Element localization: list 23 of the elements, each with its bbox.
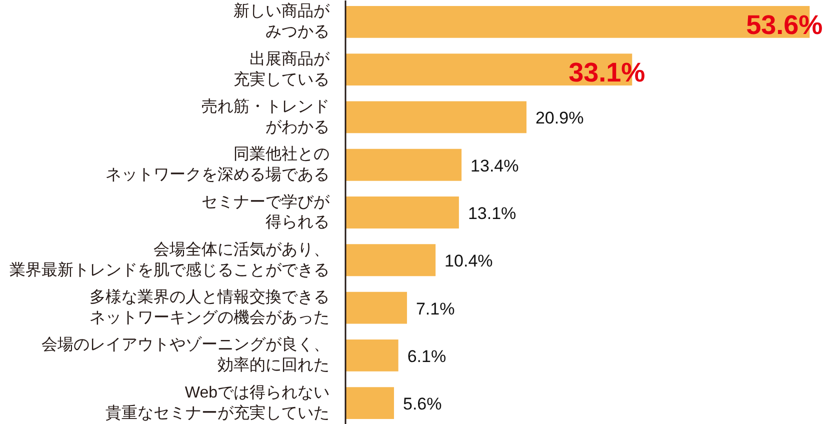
- y-tick-label: 会場全体に活気があり、業界最新トレンドを肌で感じることができる: [10, 241, 330, 279]
- y-tick-label: 出展商品が充実している: [234, 50, 330, 88]
- bar: [346, 292, 407, 324]
- y-tick-label: セミナーで学びが得られる: [202, 192, 330, 232]
- y-tick-label: Webでは得られない貴重なセミナーが充実していた: [106, 384, 330, 422]
- bar: [346, 196, 459, 228]
- data-label: 13.1%: [468, 204, 516, 223]
- y-tick-label: 多様な業界の人と情報交換できるネットワーキングの機会があった: [90, 288, 330, 326]
- bar: [346, 339, 398, 372]
- y-tick-label: 売れ筋・トレンドがわかる: [202, 98, 330, 136]
- data-label: 20.9%: [535, 108, 584, 128]
- data-label: 13.4%: [470, 156, 519, 176]
- y-tick-label: 新しい商品がみつかる: [234, 2, 330, 41]
- data-label: 5.6%: [402, 394, 442, 414]
- y-tick-label: 同業他社とのネットワークを深める場である: [106, 145, 330, 184]
- bar: [346, 387, 394, 420]
- data-label: 6.1%: [407, 346, 446, 366]
- y-tick-label: 会場のレイアウトやゾーニングが良く、効率的に回れた: [42, 336, 330, 374]
- data-label: 7.1%: [416, 299, 455, 318]
- data-label: 10.4%: [444, 252, 493, 271]
- bar: [346, 101, 526, 134]
- bar: [346, 244, 436, 276]
- bar: [346, 148, 462, 181]
